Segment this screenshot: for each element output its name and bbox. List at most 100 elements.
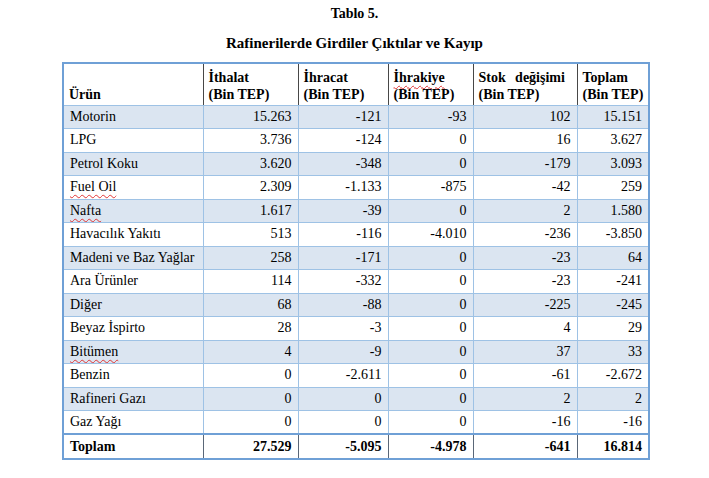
- cell-value: 259: [577, 176, 649, 200]
- cell-value: 15.151: [577, 105, 649, 129]
- table-caption-number: Tablo 5.: [0, 0, 709, 22]
- cell-value: 4: [203, 340, 298, 364]
- cell-value: 29: [577, 317, 649, 341]
- table-row: Beyaz İspirto 28 -3 0 4 29: [63, 317, 649, 341]
- cell-value: 37: [473, 340, 577, 364]
- table-row: Diğer 68 -88 0 -225 -245: [63, 293, 649, 317]
- product-name: Havacılık Yakıtı: [70, 226, 161, 241]
- table-total-row: Toplam 27.529 -5.095 -4.978 -641 16.814: [63, 434, 649, 459]
- cell-value: 0: [388, 293, 473, 317]
- table-row: Rafineri Gazı 0 0 0 2 2: [63, 387, 649, 411]
- cell-value: -61: [473, 364, 577, 388]
- cell-value: 513: [203, 223, 298, 247]
- column-header-ihrakiye: İhrakiye (Bin TEP): [388, 63, 473, 105]
- cell-value: 3.736: [203, 129, 298, 153]
- total-value: -4.978: [388, 434, 473, 459]
- product-name: Madeni ve Baz Yağlar: [70, 250, 194, 265]
- cell-value: 2.309: [203, 176, 298, 200]
- column-header-ihracat: İhracat (Bin TEP): [298, 63, 388, 105]
- cell-value: 114: [203, 270, 298, 294]
- column-header-ithalat: İthalat (Bin TEP): [203, 63, 298, 105]
- cell-value: 0: [388, 270, 473, 294]
- cell-value: 4: [473, 317, 577, 341]
- cell-value: -241: [577, 270, 649, 294]
- table-row: Benzin 0 -2.611 0 -61 -2.672: [63, 364, 649, 388]
- cell-value: 0: [388, 129, 473, 153]
- table-caption-title: Rafinerilerde Girdiler Çıktılar ve Kayıp: [0, 34, 709, 52]
- cell-value: -23: [473, 246, 577, 270]
- cell-value: -875: [388, 176, 473, 200]
- document-page: Tablo 5. Rafinerilerde Girdiler Çıktılar…: [0, 0, 709, 478]
- table-row: Motorin 15.263 -121 -93 102 15.151: [63, 105, 649, 129]
- cell-value: -4.010: [388, 223, 473, 247]
- cell-value: 1.617: [203, 199, 298, 223]
- cell-value: -88: [298, 293, 388, 317]
- cell-value: -16: [473, 411, 577, 435]
- cell-value: 0: [388, 364, 473, 388]
- product-name: Nafta: [70, 203, 101, 218]
- product-name: Benzin: [70, 367, 110, 382]
- cell-value: -42: [473, 176, 577, 200]
- product-name: Motorin: [70, 109, 116, 124]
- table-body: Motorin 15.263 -121 -93 102 15.151 LPG 3…: [63, 105, 649, 459]
- column-header-urun: Ürün: [63, 63, 203, 105]
- cell-value: 16: [473, 129, 577, 153]
- table-row: Nafta 1.617 -39 0 2 1.580: [63, 199, 649, 223]
- column-header-toplam: Toplam (Bin TEP): [577, 63, 649, 105]
- cell-value: 0: [388, 199, 473, 223]
- product-name: Ara Ürünler: [70, 273, 138, 288]
- cell-value: 0: [203, 387, 298, 411]
- cell-value: 2: [577, 387, 649, 411]
- product-name: LPG: [70, 132, 96, 147]
- cell-value: 0: [388, 246, 473, 270]
- cell-value: 1.580: [577, 199, 649, 223]
- cell-value: -39: [298, 199, 388, 223]
- cell-value: -225: [473, 293, 577, 317]
- cell-value: -245: [577, 293, 649, 317]
- cell-value: 0: [203, 411, 298, 435]
- cell-value: 15.263: [203, 105, 298, 129]
- cell-value: -2.672: [577, 364, 649, 388]
- total-value: -5.095: [298, 434, 388, 459]
- cell-value: 102: [473, 105, 577, 129]
- table-row: Ara Ürünler 114 -332 0 -23 -241: [63, 270, 649, 294]
- cell-value: 3.627: [577, 129, 649, 153]
- cell-value: -2.611: [298, 364, 388, 388]
- cell-value: -348: [298, 152, 388, 176]
- table-header: Ürün İthalat (Bin TEP) İhracat (Bin TEP)…: [63, 63, 649, 105]
- cell-value: -124: [298, 129, 388, 153]
- cell-value: 0: [388, 411, 473, 435]
- cell-value: 0: [388, 152, 473, 176]
- table-row: Petrol Koku 3.620 -348 0 -179 3.093: [63, 152, 649, 176]
- table-row: Bitümen 4 -9 0 37 33: [63, 340, 649, 364]
- cell-value: -3: [298, 317, 388, 341]
- table-row: Madeni ve Baz Yağlar 258 -171 0 -23 64: [63, 246, 649, 270]
- cell-value: -171: [298, 246, 388, 270]
- product-name: Fuel Oil: [70, 179, 116, 194]
- cell-value: 0: [388, 387, 473, 411]
- product-name: Beyaz İspirto: [70, 320, 145, 335]
- total-value: -641: [473, 434, 577, 459]
- cell-value: -3.850: [577, 223, 649, 247]
- cell-value: 0: [298, 387, 388, 411]
- cell-value: 3.093: [577, 152, 649, 176]
- product-name: Gaz Yağı: [70, 414, 121, 429]
- total-value: 16.814: [577, 434, 649, 459]
- cell-value: -9: [298, 340, 388, 364]
- table-row: Fuel Oil 2.309 -1.133 -875 -42 259: [63, 176, 649, 200]
- cell-value: 64: [577, 246, 649, 270]
- cell-value: 258: [203, 246, 298, 270]
- cell-value: 0: [298, 411, 388, 435]
- cell-value: 0: [388, 317, 473, 341]
- product-name: Bitümen: [70, 344, 118, 359]
- product-name: Diğer: [70, 297, 102, 312]
- cell-value: -23: [473, 270, 577, 294]
- header-row: Ürün İthalat (Bin TEP) İhracat (Bin TEP)…: [63, 63, 649, 105]
- cell-value: 0: [388, 340, 473, 364]
- cell-value: -116: [298, 223, 388, 247]
- cell-value: -332: [298, 270, 388, 294]
- cell-value: 28: [203, 317, 298, 341]
- cell-value: 2: [473, 199, 577, 223]
- cell-value: -179: [473, 152, 577, 176]
- product-name: Rafineri Gazı: [70, 391, 146, 406]
